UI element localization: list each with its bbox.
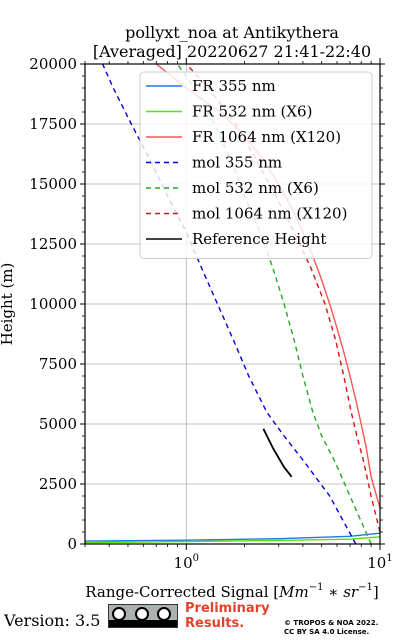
chart-title: pollyxt_noa at Antikythera [125,23,339,42]
chart-subtitle: [Averaged] 20220627 21:41-22:40 [93,42,371,61]
license-badge-bar [109,620,177,627]
legend-label-5: mol 1064 nm (X120) [192,205,347,223]
copyright-line1: © TROPOS & NOA 2022. [284,619,379,627]
series-line-6 [262,428,293,478]
legend-label-2: FR 1064 nm (X120) [192,128,341,146]
y-tick-label: 2500 [39,475,77,493]
version-label: Version: 3.5 [4,611,101,630]
preliminary-line1: Preliminary [185,601,270,616]
y-tick-label: 10000 [29,295,77,313]
legend: FR 355 nm FR 532 nm (X6) FR 1064 nm (X120)… [139,71,373,259]
x-axis-label: Range-Corrected Signal [Mm−1 ∗ sr−1] [85,582,378,600]
copyright-line2: CC BY SA 4.0 License. [284,628,370,636]
y-tick-label: 0 [67,535,77,553]
y-axis-label: Height (m) [0,263,16,346]
series-line-0 [84,532,381,542]
series-line-3 [101,63,357,545]
legend-box [139,71,373,259]
copyright: © TROPOS & NOA 2022. CC BY SA 4.0 Licens… [284,619,378,637]
legend-label-0: FR 355 nm [192,77,276,95]
y-tick-label: 5000 [39,415,77,433]
cc-license-badge [108,604,178,628]
ticks-group: 0 2500 5000 7500 10000 12500 15000 17500 20000 10… [29,55,392,572]
legend-label-4: mol 532 nm (X6) [192,179,319,197]
legend-label-1: FR 532 nm (X6) [192,103,312,121]
x-tick-label: 101 [367,553,392,572]
y-tick-label: 17500 [29,115,77,133]
y-tick-label: 15000 [29,175,77,193]
legend-label-3: mol 355 nm [192,154,282,172]
series-line-5 [185,63,381,533]
by-icon [135,607,149,621]
series-line-1 [84,536,381,544]
x-tick-label: 100 [174,553,199,572]
preliminary-note: Preliminary Results. [185,601,270,631]
y-tick-label: 7500 [39,355,77,373]
y-tick-label: 20000 [29,55,77,73]
sa-icon [157,607,171,621]
preliminary-line2: Results. [185,616,245,631]
y-tick-label: 12500 [29,235,77,253]
chart: pollyxt_noa at Antikythera [Averaged] 20… [0,23,393,600]
legend-label-6: Reference Height [192,230,326,248]
cc-icon [112,607,126,621]
